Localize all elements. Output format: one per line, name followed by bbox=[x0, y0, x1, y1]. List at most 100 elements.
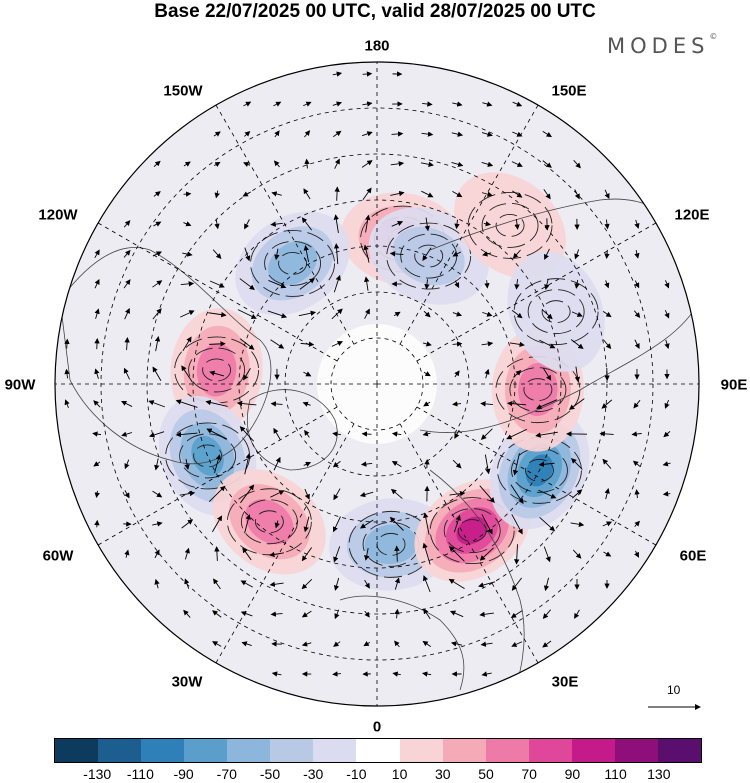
wind-vector bbox=[242, 547, 252, 561]
wind-vector bbox=[538, 489, 557, 499]
wind-vector bbox=[152, 280, 163, 288]
wind-vector bbox=[542, 640, 552, 648]
wind-vector bbox=[481, 131, 493, 137]
wind-vector bbox=[332, 130, 342, 138]
wind-vector bbox=[274, 130, 280, 138]
colorbar-ticks: -130 -110 -90 -70 -50 -30 -10 10 30 50 70 90 110 130 bbox=[54, 766, 702, 783]
map-disc-border bbox=[54, 61, 700, 707]
europe-coast bbox=[339, 595, 465, 691]
colorbar-segment bbox=[614, 739, 658, 762]
wind-vector bbox=[509, 341, 525, 348]
wind-vector bbox=[121, 431, 133, 437]
wind-vector bbox=[420, 161, 434, 167]
wind-vector bbox=[152, 308, 162, 320]
wind-vector bbox=[152, 521, 163, 527]
anomaly-low-100E bbox=[507, 251, 605, 372]
wind-vector bbox=[359, 519, 374, 529]
wind-vector bbox=[632, 460, 641, 468]
wind-vector bbox=[270, 221, 283, 227]
wind-vector bbox=[604, 280, 610, 289]
wind-vector bbox=[209, 341, 226, 347]
latitude-circle bbox=[330, 337, 424, 431]
wind-vector bbox=[154, 458, 160, 471]
wind-vector bbox=[333, 243, 340, 265]
wind-vector bbox=[452, 190, 463, 198]
colorbar-segment bbox=[270, 739, 314, 762]
wind-vector bbox=[479, 547, 494, 561]
lon-label-60w: 60W bbox=[42, 547, 74, 565]
greenland-coast bbox=[247, 389, 338, 471]
wind-vector bbox=[604, 189, 610, 200]
wind-vector bbox=[92, 431, 102, 437]
colorbar-segment bbox=[571, 739, 615, 762]
wind-vector bbox=[484, 280, 490, 289]
wind-vector bbox=[183, 161, 191, 167]
wind-vector bbox=[603, 551, 612, 557]
wind-vector bbox=[448, 546, 465, 562]
wind-vector bbox=[175, 399, 198, 408]
wind-vector bbox=[394, 608, 400, 619]
wind-vector bbox=[304, 130, 311, 138]
wind-vector bbox=[422, 101, 433, 107]
wind-vector bbox=[303, 371, 312, 377]
colorbar-tick-label: -110 bbox=[126, 766, 154, 782]
wind-vector bbox=[179, 490, 196, 497]
wind-vector bbox=[481, 514, 493, 535]
wind-vector bbox=[212, 610, 222, 618]
wind-vector bbox=[634, 520, 640, 527]
wind-vector bbox=[480, 428, 493, 440]
wind-vector bbox=[152, 366, 162, 382]
logo-mark: © bbox=[709, 32, 718, 41]
wind-vector bbox=[393, 311, 401, 317]
wind-vector bbox=[301, 217, 312, 231]
wind-vector bbox=[574, 366, 581, 383]
wind-vector bbox=[510, 610, 523, 619]
wind-vector bbox=[454, 370, 460, 378]
wind-vector bbox=[390, 488, 403, 499]
wind-vector bbox=[334, 186, 340, 201]
wind-vector bbox=[634, 250, 640, 259]
wind-vector bbox=[539, 517, 556, 532]
wind-vector bbox=[332, 671, 341, 677]
wind-vector bbox=[180, 310, 195, 318]
wind-vector bbox=[544, 248, 550, 260]
wind-vector bbox=[184, 458, 190, 470]
wind-vector bbox=[451, 131, 464, 137]
wind-vector bbox=[481, 161, 494, 167]
wind-vector bbox=[152, 490, 163, 498]
wind-vector bbox=[454, 219, 460, 230]
wind-vector bbox=[183, 191, 192, 197]
chart-title: Base 22/07/2025 00 UTC, valid 28/07/2025… bbox=[154, 1, 596, 22]
wind-vector bbox=[332, 516, 341, 533]
wind-vector bbox=[662, 461, 671, 467]
wind-vector bbox=[664, 310, 670, 319]
wind-vector bbox=[273, 160, 280, 168]
wind-vector bbox=[334, 158, 340, 169]
anomaly-high-35W bbox=[212, 469, 326, 575]
wind-vector bbox=[574, 609, 580, 619]
colorbar-segment bbox=[528, 739, 572, 762]
wind-vector bbox=[332, 460, 341, 468]
wind-vector bbox=[154, 549, 160, 559]
colorbar-tick-label: -70 bbox=[216, 766, 237, 782]
wind-vector bbox=[268, 280, 287, 289]
wind-vector bbox=[449, 490, 466, 497]
wind-vector bbox=[302, 401, 311, 407]
wind-vector bbox=[298, 310, 317, 317]
wind-vector bbox=[274, 520, 280, 529]
wind-vector bbox=[153, 221, 162, 227]
wind-vector bbox=[94, 368, 100, 379]
colorbar-segment bbox=[356, 739, 400, 762]
wind-vector bbox=[93, 400, 101, 408]
wind-vector bbox=[243, 101, 252, 107]
wind-vector bbox=[506, 400, 527, 407]
wind-vector bbox=[301, 610, 312, 618]
wind-vector bbox=[480, 401, 493, 407]
wind-vector bbox=[93, 461, 101, 467]
wind-vector bbox=[333, 577, 340, 591]
meridian-line bbox=[215, 104, 355, 345]
wind-vector bbox=[604, 219, 610, 230]
wind-vector bbox=[303, 461, 312, 467]
wind-vector bbox=[212, 249, 222, 259]
wind-vector bbox=[303, 101, 312, 107]
